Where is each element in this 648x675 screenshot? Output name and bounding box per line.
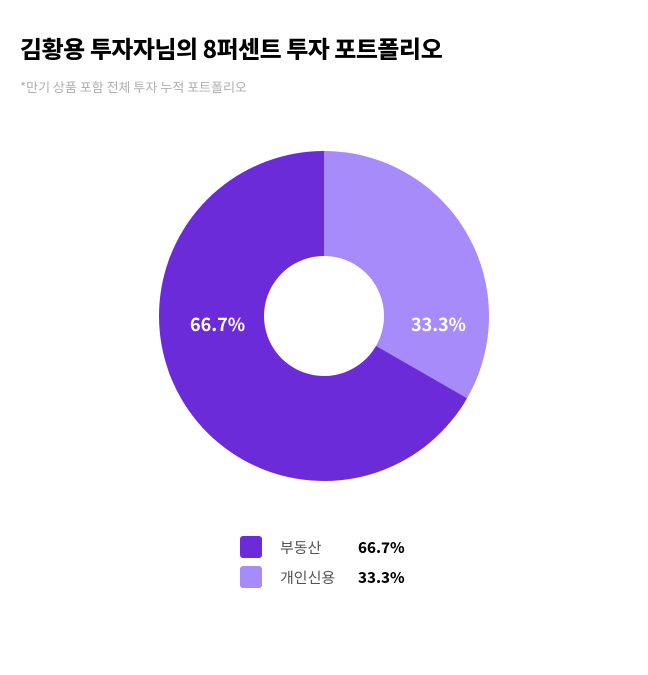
legend-label-1: 개인신용 bbox=[280, 567, 340, 588]
legend-swatch-1 bbox=[240, 566, 262, 588]
legend-value-1: 33.3% bbox=[358, 567, 408, 588]
page-title: 김황용 투자자님의 8퍼센트 투자 포트폴리오 bbox=[20, 30, 628, 65]
page-subtitle: *만기 상품 포함 전체 투자 누적 포트폴리오 bbox=[20, 77, 628, 96]
donut-chart-container: 66.7% 33.3% bbox=[20, 116, 628, 516]
slice-label-1: 33.3% bbox=[411, 311, 466, 337]
slice-label-0: 66.7% bbox=[190, 311, 245, 337]
legend-label-0: 부동산 bbox=[280, 537, 340, 558]
legend-value-0: 66.7% bbox=[358, 537, 408, 558]
chart-legend: 부동산 66.7% 개인신용 33.3% bbox=[20, 536, 628, 588]
legend-item: 개인신용 33.3% bbox=[240, 566, 408, 588]
legend-swatch-0 bbox=[240, 536, 262, 558]
donut-slice-1 bbox=[324, 151, 489, 398]
legend-item: 부동산 66.7% bbox=[240, 536, 408, 558]
